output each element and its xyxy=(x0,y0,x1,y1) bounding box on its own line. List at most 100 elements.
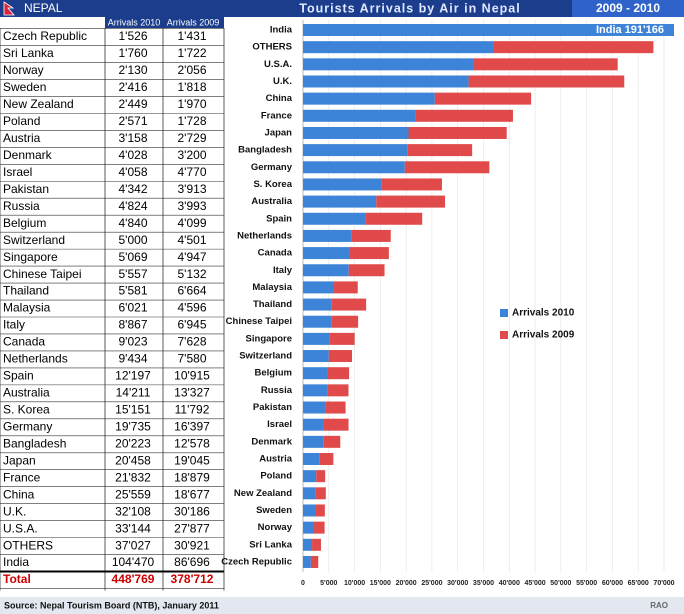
category-label: Poland xyxy=(260,471,292,482)
table-country: Switzerland xyxy=(3,233,65,247)
category-label: France xyxy=(261,110,292,121)
bar-segment xyxy=(328,350,352,363)
author: RAO xyxy=(650,601,668,610)
bar-segment xyxy=(315,504,325,517)
x-tick-label: 10'000 xyxy=(344,580,365,587)
table-country: Sri Lanka xyxy=(3,46,54,60)
table-country: U.K. xyxy=(3,504,26,518)
table-value: 5'557 xyxy=(119,267,148,281)
table-value: 7'580 xyxy=(178,352,207,366)
table-value: 9'023 xyxy=(119,335,148,349)
x-tick-label: 15'000 xyxy=(370,580,391,587)
table-value: 4'824 xyxy=(119,199,148,213)
category-label: Spain xyxy=(266,213,292,224)
x-tick-label: 45'000 xyxy=(525,580,546,587)
bar-segment xyxy=(381,178,442,191)
bar-segment xyxy=(313,521,325,534)
bar-segment xyxy=(303,24,674,36)
bar-segment xyxy=(303,401,326,414)
category-label: India xyxy=(270,25,293,36)
bar-segment xyxy=(303,298,332,311)
table-value: 1'526 xyxy=(119,29,148,43)
bar-segment xyxy=(303,538,313,551)
table-value: 6'664 xyxy=(178,284,207,298)
table-value: 18'677 xyxy=(174,487,210,501)
table-value: 25'559 xyxy=(115,487,151,501)
table-value: 32'108 xyxy=(115,504,151,518)
category-label: Sri Lanka xyxy=(249,539,292,550)
chart-title: Tourists Arrivals by Air in Nepal xyxy=(299,1,520,15)
bar-segment xyxy=(407,144,473,157)
legend-swatch xyxy=(500,331,508,339)
table-value: 5'132 xyxy=(178,267,207,281)
table-value: 13'327 xyxy=(174,386,210,400)
bar-segment xyxy=(303,555,311,568)
category-label: OTHERS xyxy=(252,42,292,53)
table-value: 19'045 xyxy=(174,453,210,467)
table-value: 4'028 xyxy=(119,148,148,162)
bar-segment xyxy=(365,212,423,225)
category-label: Russia xyxy=(261,385,293,396)
table-value: 7'628 xyxy=(178,335,207,349)
table-value: 3'200 xyxy=(178,148,207,162)
table-value: 20'223 xyxy=(115,436,151,450)
bar-segment xyxy=(303,229,352,242)
category-label: Denmark xyxy=(251,436,292,447)
category-label: Switzerland xyxy=(239,351,292,362)
table-value: 12'197 xyxy=(115,369,151,383)
table-value: 21'832 xyxy=(115,470,151,484)
table-value: 15'151 xyxy=(115,403,151,417)
bar-segment xyxy=(303,161,405,174)
table-value: 1'970 xyxy=(178,97,207,111)
category-label: Chinese Taipei xyxy=(226,316,292,327)
table-value: 4'058 xyxy=(119,165,148,179)
bar-segment xyxy=(303,435,324,448)
table-value: 1'728 xyxy=(178,114,207,128)
bar-segment xyxy=(303,453,320,465)
table-value: 10'915 xyxy=(174,369,210,383)
category-label: Canada xyxy=(258,248,293,259)
table-value: 12'578 xyxy=(174,436,210,450)
table-value: 2'729 xyxy=(178,131,207,145)
category-label: Austria xyxy=(259,454,292,465)
table-country: Japan xyxy=(3,453,36,467)
table-country: Russia xyxy=(3,199,40,213)
x-tick-label: 60'000 xyxy=(602,580,623,587)
table-value: 1'818 xyxy=(178,80,207,94)
bar-segment xyxy=(303,470,317,483)
bar-segment xyxy=(348,264,385,277)
bar-segment xyxy=(351,229,391,242)
table-value: 8'867 xyxy=(119,318,148,332)
footer-bar xyxy=(0,597,684,614)
category-label: Pakistan xyxy=(253,402,292,413)
table-country: India xyxy=(3,555,29,569)
source: Source: Nepal Tourism Board (NTB), Janua… xyxy=(4,600,219,610)
x-tick-label: 55'000 xyxy=(576,580,597,587)
period-box xyxy=(572,0,684,17)
table-country: Israel xyxy=(3,165,32,179)
table-country: Denmark xyxy=(3,148,53,162)
category-label: Malaysia xyxy=(252,282,292,293)
table-value: 4'501 xyxy=(178,233,207,247)
bar-segment xyxy=(349,247,389,260)
table-value: 19'735 xyxy=(115,419,151,433)
table-country: Pakistan xyxy=(3,182,49,196)
bar-segment xyxy=(303,92,435,105)
bar-segment xyxy=(312,538,321,551)
table-value: 16'397 xyxy=(174,419,210,433)
bar-segment xyxy=(315,487,326,500)
table-value: 2'056 xyxy=(178,63,207,77)
bar-segment xyxy=(334,281,358,294)
x-tick-label: 0 xyxy=(301,580,305,587)
bar-segment xyxy=(408,126,507,139)
bar-segment xyxy=(303,487,316,500)
table-country: Germany xyxy=(3,419,52,433)
bar-segment xyxy=(303,332,330,345)
bar-segment xyxy=(325,401,346,414)
category-label: Germany xyxy=(251,162,293,173)
table-value: 6'945 xyxy=(178,318,207,332)
category-label: New Zealand xyxy=(234,488,292,499)
table-country: Czech Republic xyxy=(3,29,87,43)
table-country: France xyxy=(3,470,41,484)
bar-segment xyxy=(310,555,319,568)
